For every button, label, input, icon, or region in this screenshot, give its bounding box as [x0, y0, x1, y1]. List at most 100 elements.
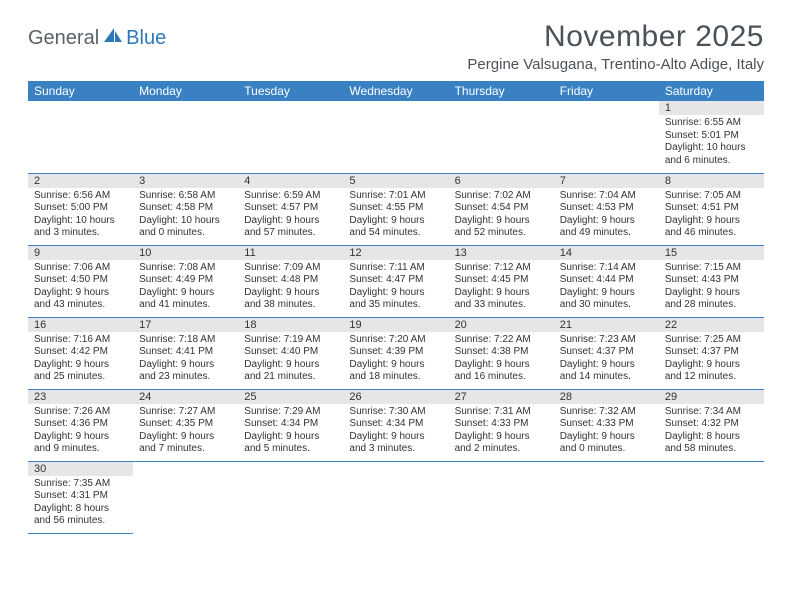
weekday-header-row: Sunday Monday Tuesday Wednesday Thursday…: [28, 81, 764, 101]
day-number: 15: [659, 246, 764, 260]
day-number: 14: [554, 246, 659, 260]
calendar-day-cell: [238, 101, 343, 173]
calendar-week-row: 9Sunrise: 7:06 AMSunset: 4:50 PMDaylight…: [28, 245, 764, 317]
sunset-text: Sunset: 4:34 PM: [244, 418, 337, 431]
daylight-text: Daylight: 9 hours and 21 minutes.: [244, 359, 337, 384]
sunset-text: Sunset: 4:44 PM: [560, 274, 653, 287]
calendar-week-row: 30Sunrise: 7:35 AMSunset: 4:31 PMDayligh…: [28, 461, 764, 533]
calendar-day-cell: [343, 461, 448, 533]
day-details: Sunrise: 7:08 AMSunset: 4:49 PMDaylight:…: [133, 260, 238, 314]
day-number: 27: [449, 390, 554, 404]
calendar-day-cell: 24Sunrise: 7:27 AMSunset: 4:35 PMDayligh…: [133, 389, 238, 461]
calendar-day-cell: [238, 461, 343, 533]
calendar-day-cell: [449, 461, 554, 533]
sunrise-text: Sunrise: 7:29 AM: [244, 406, 337, 419]
daylight-text: Daylight: 9 hours and 46 minutes.: [665, 215, 758, 240]
daylight-text: Daylight: 9 hours and 9 minutes.: [34, 431, 127, 456]
daylight-text: Daylight: 9 hours and 57 minutes.: [244, 215, 337, 240]
sunrise-text: Sunrise: 7:18 AM: [139, 334, 232, 347]
sunset-text: Sunset: 4:53 PM: [560, 202, 653, 215]
calendar-week-row: 2Sunrise: 6:56 AMSunset: 5:00 PMDaylight…: [28, 173, 764, 245]
day-number: 9: [28, 246, 133, 260]
header: General Blue November 2025 Pergine Valsu…: [0, 0, 792, 77]
day-number: 18: [238, 318, 343, 332]
daylight-text: Daylight: 9 hours and 2 minutes.: [455, 431, 548, 456]
day-number: 7: [554, 174, 659, 188]
calendar-week-row: 1Sunrise: 6:55 AMSunset: 5:01 PMDaylight…: [28, 101, 764, 173]
day-details: Sunrise: 7:30 AMSunset: 4:34 PMDaylight:…: [343, 404, 448, 458]
calendar-day-cell: [554, 461, 659, 533]
daylight-text: Daylight: 9 hours and 38 minutes.: [244, 287, 337, 312]
daylight-text: Daylight: 10 hours and 0 minutes.: [139, 215, 232, 240]
day-number: 16: [28, 318, 133, 332]
day-number: 13: [449, 246, 554, 260]
calendar-day-cell: [133, 101, 238, 173]
calendar-day-cell: 18Sunrise: 7:19 AMSunset: 4:40 PMDayligh…: [238, 317, 343, 389]
day-number: 4: [238, 174, 343, 188]
day-details: Sunrise: 7:25 AMSunset: 4:37 PMDaylight:…: [659, 332, 764, 386]
title-block: November 2025 Pergine Valsugana, Trentin…: [467, 20, 764, 73]
calendar-week-row: 16Sunrise: 7:16 AMSunset: 4:42 PMDayligh…: [28, 317, 764, 389]
day-number: 1: [659, 101, 764, 115]
sunrise-text: Sunrise: 7:14 AM: [560, 262, 653, 275]
sunrise-text: Sunrise: 7:15 AM: [665, 262, 758, 275]
day-details: Sunrise: 7:02 AMSunset: 4:54 PMDaylight:…: [449, 188, 554, 242]
calendar-day-cell: 6Sunrise: 7:02 AMSunset: 4:54 PMDaylight…: [449, 173, 554, 245]
day-number: 8: [659, 174, 764, 188]
sunset-text: Sunset: 4:33 PM: [455, 418, 548, 431]
sunset-text: Sunset: 4:50 PM: [34, 274, 127, 287]
sunrise-text: Sunrise: 7:32 AM: [560, 406, 653, 419]
sunset-text: Sunset: 4:32 PM: [665, 418, 758, 431]
day-details: Sunrise: 7:09 AMSunset: 4:48 PMDaylight:…: [238, 260, 343, 314]
day-number: 11: [238, 246, 343, 260]
sunset-text: Sunset: 4:48 PM: [244, 274, 337, 287]
sunrise-text: Sunrise: 7:25 AM: [665, 334, 758, 347]
sunrise-text: Sunrise: 7:35 AM: [34, 478, 127, 491]
daylight-text: Daylight: 9 hours and 41 minutes.: [139, 287, 232, 312]
sunrise-text: Sunrise: 6:59 AM: [244, 190, 337, 203]
sunset-text: Sunset: 4:41 PM: [139, 346, 232, 359]
calendar-day-cell: 15Sunrise: 7:15 AMSunset: 4:43 PMDayligh…: [659, 245, 764, 317]
daylight-text: Daylight: 9 hours and 33 minutes.: [455, 287, 548, 312]
page-title: November 2025: [467, 20, 764, 54]
calendar-day-cell: 12Sunrise: 7:11 AMSunset: 4:47 PMDayligh…: [343, 245, 448, 317]
day-number: 20: [449, 318, 554, 332]
location-text: Pergine Valsugana, Trentino-Alto Adige, …: [467, 56, 764, 73]
day-details: Sunrise: 7:31 AMSunset: 4:33 PMDaylight:…: [449, 404, 554, 458]
sunrise-text: Sunrise: 7:09 AM: [244, 262, 337, 275]
day-number: 5: [343, 174, 448, 188]
daylight-text: Daylight: 9 hours and 0 minutes.: [560, 431, 653, 456]
day-number: 28: [554, 390, 659, 404]
calendar-day-cell: 14Sunrise: 7:14 AMSunset: 4:44 PMDayligh…: [554, 245, 659, 317]
day-details: Sunrise: 7:12 AMSunset: 4:45 PMDaylight:…: [449, 260, 554, 314]
calendar-day-cell: 3Sunrise: 6:58 AMSunset: 4:58 PMDaylight…: [133, 173, 238, 245]
weekday-header: Friday: [554, 81, 659, 101]
calendar-day-cell: 25Sunrise: 7:29 AMSunset: 4:34 PMDayligh…: [238, 389, 343, 461]
daylight-text: Daylight: 9 hours and 5 minutes.: [244, 431, 337, 456]
daylight-text: Daylight: 9 hours and 3 minutes.: [349, 431, 442, 456]
sunrise-text: Sunrise: 7:27 AM: [139, 406, 232, 419]
logo-text-general: General: [28, 27, 99, 50]
day-details: Sunrise: 7:04 AMSunset: 4:53 PMDaylight:…: [554, 188, 659, 242]
sunrise-text: Sunrise: 7:11 AM: [349, 262, 442, 275]
sunset-text: Sunset: 5:00 PM: [34, 202, 127, 215]
day-number: 19: [343, 318, 448, 332]
daylight-text: Daylight: 9 hours and 18 minutes.: [349, 359, 442, 384]
calendar-day-cell: 20Sunrise: 7:22 AMSunset: 4:38 PMDayligh…: [449, 317, 554, 389]
day-number: 22: [659, 318, 764, 332]
day-number: 23: [28, 390, 133, 404]
weekday-header: Saturday: [659, 81, 764, 101]
sunset-text: Sunset: 4:51 PM: [665, 202, 758, 215]
daylight-text: Daylight: 8 hours and 58 minutes.: [665, 431, 758, 456]
sunrise-text: Sunrise: 7:22 AM: [455, 334, 548, 347]
calendar-day-cell: 22Sunrise: 7:25 AMSunset: 4:37 PMDayligh…: [659, 317, 764, 389]
calendar-week-row: 23Sunrise: 7:26 AMSunset: 4:36 PMDayligh…: [28, 389, 764, 461]
day-number: 30: [28, 462, 133, 476]
sunrise-text: Sunrise: 6:58 AM: [139, 190, 232, 203]
day-number: 29: [659, 390, 764, 404]
day-details: Sunrise: 6:58 AMSunset: 4:58 PMDaylight:…: [133, 188, 238, 242]
calendar-day-cell: 21Sunrise: 7:23 AMSunset: 4:37 PMDayligh…: [554, 317, 659, 389]
sunset-text: Sunset: 4:35 PM: [139, 418, 232, 431]
day-details: Sunrise: 7:22 AMSunset: 4:38 PMDaylight:…: [449, 332, 554, 386]
daylight-text: Daylight: 9 hours and 12 minutes.: [665, 359, 758, 384]
